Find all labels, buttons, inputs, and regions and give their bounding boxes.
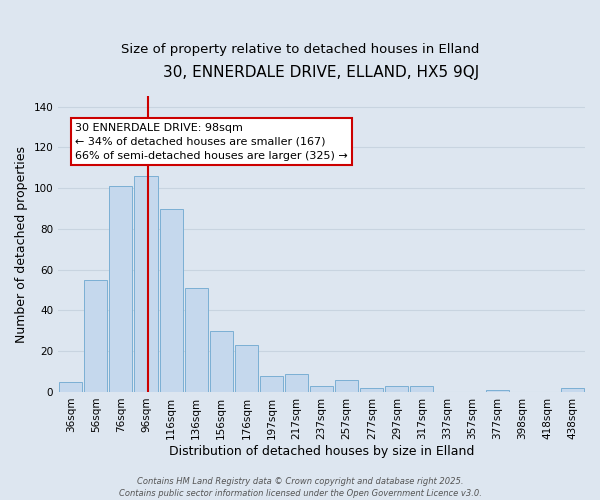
Bar [485,390,509,392]
Bar [185,288,208,392]
Bar [160,208,182,392]
Bar [310,386,333,392]
Text: Contains HM Land Registry data © Crown copyright and database right 2025.
Contai: Contains HM Land Registry data © Crown c… [119,476,481,498]
Bar [285,374,308,392]
Bar [84,280,107,392]
Bar [385,386,409,392]
Text: Size of property relative to detached houses in Elland: Size of property relative to detached ho… [121,42,479,56]
Bar [109,186,133,392]
Bar [59,382,82,392]
Bar [260,376,283,392]
Bar [209,331,233,392]
X-axis label: Distribution of detached houses by size in Elland: Distribution of detached houses by size … [169,444,474,458]
Bar [134,176,158,392]
Bar [335,380,358,392]
Bar [235,345,258,392]
Bar [360,388,383,392]
Text: 30 ENNERDALE DRIVE: 98sqm
← 34% of detached houses are smaller (167)
66% of semi: 30 ENNERDALE DRIVE: 98sqm ← 34% of detac… [75,123,348,161]
Bar [561,388,584,392]
Title: 30, ENNERDALE DRIVE, ELLAND, HX5 9QJ: 30, ENNERDALE DRIVE, ELLAND, HX5 9QJ [163,65,480,80]
Bar [410,386,433,392]
Y-axis label: Number of detached properties: Number of detached properties [15,146,28,342]
